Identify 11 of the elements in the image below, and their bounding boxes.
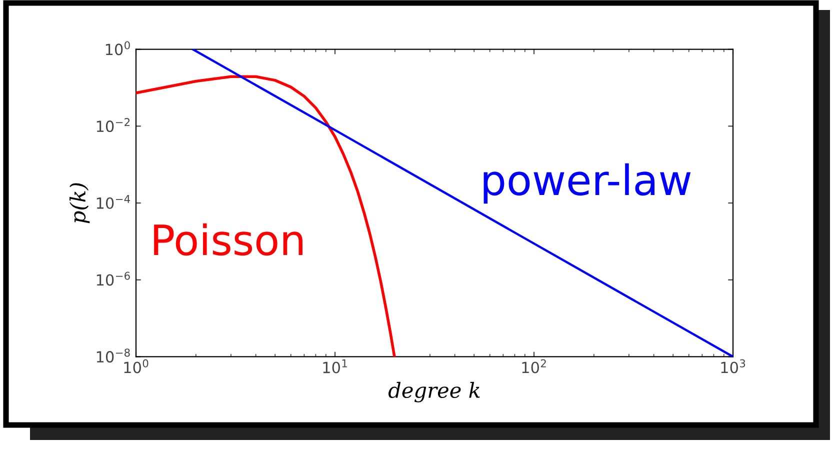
y-tick-label: 10$^{−2}$	[96, 118, 130, 132]
series-label: power-law	[484, 163, 691, 204]
y-tick-label: 10$^{−4}$	[96, 195, 130, 209]
y-tick-label: 10$^{−6}$	[96, 272, 130, 286]
x-axis-title: degree k	[388, 382, 480, 402]
y-axis-title: p(k)	[70, 183, 90, 224]
x-tick-label: 10$^{1}$	[323, 359, 347, 374]
x-tick-label: 10$^{2}$	[522, 359, 546, 374]
x-tick-label: 10$^{3}$	[721, 359, 746, 374]
series-label: Poisson	[154, 223, 302, 256]
y-tick-label: 10$^{0}$	[106, 41, 130, 56]
